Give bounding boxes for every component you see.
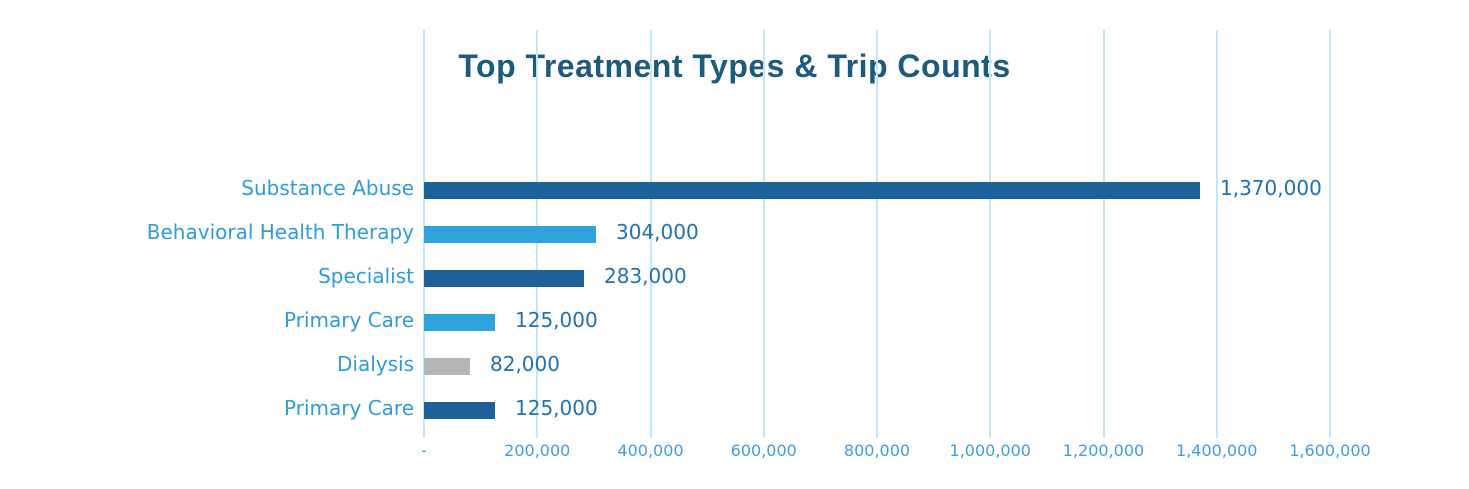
gridline-1-200-000 <box>1102 30 1105 438</box>
value-label-behavioral-health-therapy: 304,000 <box>616 220 699 244</box>
bar-behavioral-health-therapy[interactable] <box>424 225 596 243</box>
x-tick-label-1-600-000: 1,600,000 <box>1289 441 1371 460</box>
x-tick-label-600-000: 600,000 <box>730 441 797 460</box>
gridline-1-400-000 <box>1215 30 1218 438</box>
bar-primary-care[interactable] <box>424 401 495 419</box>
x-tick-label-400-000: 400,000 <box>617 441 684 460</box>
x-tick-label-1-000-000: 1,000,000 <box>949 441 1031 460</box>
x-tick-label-: - <box>421 441 427 460</box>
value-label-substance-abuse: 1,370,000 <box>1220 176 1322 200</box>
category-label-substance-abuse: Substance Abuse <box>241 176 414 200</box>
category-label-primary-care: Primary Care <box>284 396 414 420</box>
category-label-primary-care: Primary Care <box>284 308 414 332</box>
gridline-400-000 <box>649 30 652 438</box>
x-tick-label-800-000: 800,000 <box>843 441 911 460</box>
category-label-behavioral-health-therapy: Behavioral Health Therapy <box>146 220 414 244</box>
value-label-primary-care: 125,000 <box>515 396 598 420</box>
gridline-600-000 <box>762 30 765 438</box>
value-label-primary-care: 125,000 <box>515 308 598 332</box>
gridline-1-000-000 <box>989 30 992 438</box>
x-tick-label-200-000: 200,000 <box>504 441 571 460</box>
value-label-dialysis: 82,000 <box>490 352 560 376</box>
gridline-1-600-000 <box>1329 30 1331 438</box>
bar-primary-care[interactable] <box>424 313 495 331</box>
gridline-800-000 <box>876 30 878 438</box>
category-label-specialist: Specialist <box>318 264 414 288</box>
bar-specialist[interactable] <box>424 269 584 287</box>
value-label-specialist: 283,000 <box>604 264 687 288</box>
category-label-dialysis: Dialysis <box>336 352 414 376</box>
x-tick-label-1-200-000: 1,200,000 <box>1062 441 1145 460</box>
bar-dialysis[interactable] <box>424 357 470 375</box>
chart-title: Top Treatment Types & Trip Counts <box>458 48 1011 84</box>
x-tick-label-1-400-000: 1,400,000 <box>1176 441 1258 460</box>
bar-substance-abuse[interactable] <box>424 181 1200 199</box>
